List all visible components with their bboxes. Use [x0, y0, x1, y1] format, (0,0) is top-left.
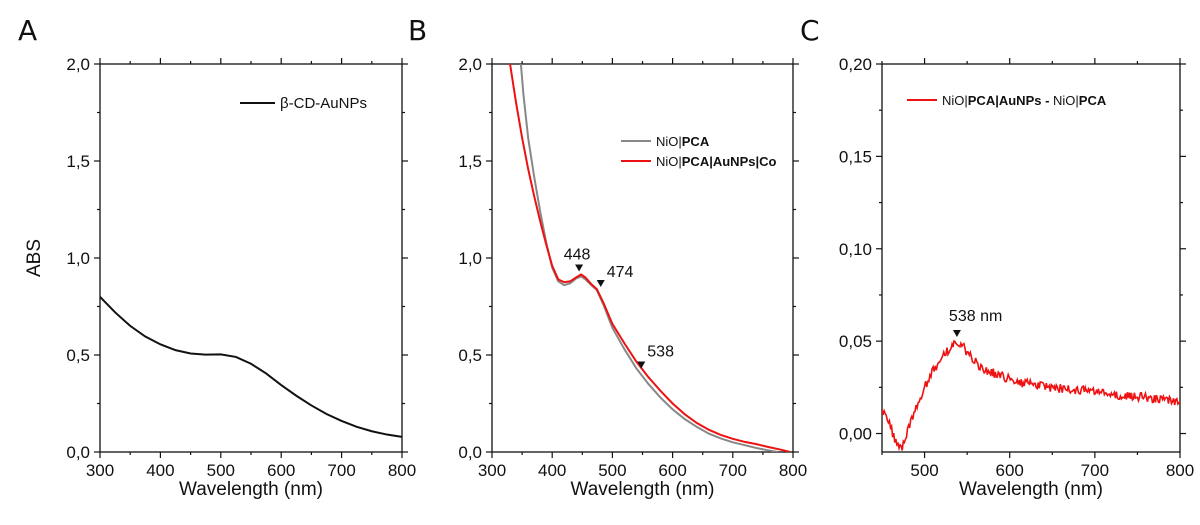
annotation-arrow	[596, 280, 605, 288]
x-axis-title: Wavelength (nm)	[959, 479, 1103, 500]
annotation-arrow	[637, 361, 646, 369]
y-tick-label: 0,5	[458, 346, 482, 365]
y-tick-label: 2,0	[66, 55, 90, 74]
y-tick-label: 0,0	[458, 443, 482, 462]
y-tick-label: 1,5	[458, 152, 482, 171]
x-axis-title: Wavelength (nm)	[571, 479, 715, 500]
annotation-label: 538	[647, 344, 674, 361]
plot-frame	[99, 63, 403, 453]
y-tick-label: 0,10	[839, 240, 872, 259]
y-tick-label: 0,5	[66, 346, 90, 365]
y-axis-title: ABS	[24, 239, 45, 277]
annotation-label: 448	[564, 246, 591, 263]
x-tick-label: 500	[598, 461, 626, 480]
series-line-0	[100, 296, 402, 438]
x-tick-label: 800	[388, 461, 416, 480]
panel-letter-b: B	[408, 14, 427, 47]
y-tick-label: 1,5	[66, 152, 90, 171]
x-tick-label: 500	[207, 461, 235, 480]
panel-b: B 300 400 500 600 700 800 0,0 0,5 1,0 1,5 2,0 Wavele…	[408, 14, 807, 500]
y-tick-label: 0,15	[839, 147, 872, 166]
y-tick-label: 0,20	[839, 55, 872, 74]
annotation-arrow	[952, 329, 961, 337]
x-tick-label: 800	[779, 461, 807, 480]
y-tick-label: 1,0	[458, 249, 482, 268]
plot-frame	[491, 63, 794, 453]
panel-c: C 500 600 700 800 0,00 0,05 0,10 0,15 0,20 Wavelen…	[800, 14, 1194, 500]
x-tick-label: 300	[86, 461, 114, 480]
x-tick-label: 600	[996, 461, 1024, 480]
y-tick-label: 2,0	[458, 55, 482, 74]
panel-letter-c: C	[800, 14, 820, 47]
x-tick-label: 800	[1166, 461, 1194, 480]
annotation-label: 538 nm	[949, 308, 1002, 325]
y-tick-label: 1,0	[66, 249, 90, 268]
annotation-arrow	[575, 264, 584, 272]
legend-label: NiO|PCA|AuNPs|Co	[656, 154, 776, 169]
annotation-label: 474	[607, 264, 634, 281]
x-tick-label: 400	[146, 461, 174, 480]
y-tick-label: 0,05	[839, 332, 872, 351]
y-tick-label: 0,00	[839, 425, 872, 444]
x-tick-label: 700	[719, 461, 747, 480]
series-line-0	[882, 339, 1180, 452]
y-tick-label: 0,0	[66, 443, 90, 462]
legend-label: NiO|PCA|AuNPs - NiO|PCA	[942, 93, 1107, 108]
panel-letter-a: A	[18, 14, 37, 47]
legend-label: β-CD-AuNPs	[280, 95, 367, 112]
x-tick-label: 600	[658, 461, 686, 480]
x-tick-label: 400	[538, 461, 566, 480]
plot-frame	[881, 63, 1181, 453]
x-tick-label: 300	[478, 461, 506, 480]
x-tick-label: 700	[327, 461, 355, 480]
series-line-0	[519, 64, 779, 452]
x-tick-label: 500	[910, 461, 938, 480]
x-tick-label: 600	[267, 461, 295, 480]
x-tick-label: 700	[1081, 461, 1109, 480]
series-line-1	[509, 64, 791, 452]
legend-label: NiO|PCA	[656, 134, 710, 149]
panel-a: A 300 400 500 600 700 800 0,0 0,5 1,0 1,5 2,0 Wavele…	[18, 14, 416, 500]
x-axis-title: Wavelength (nm)	[179, 479, 323, 500]
